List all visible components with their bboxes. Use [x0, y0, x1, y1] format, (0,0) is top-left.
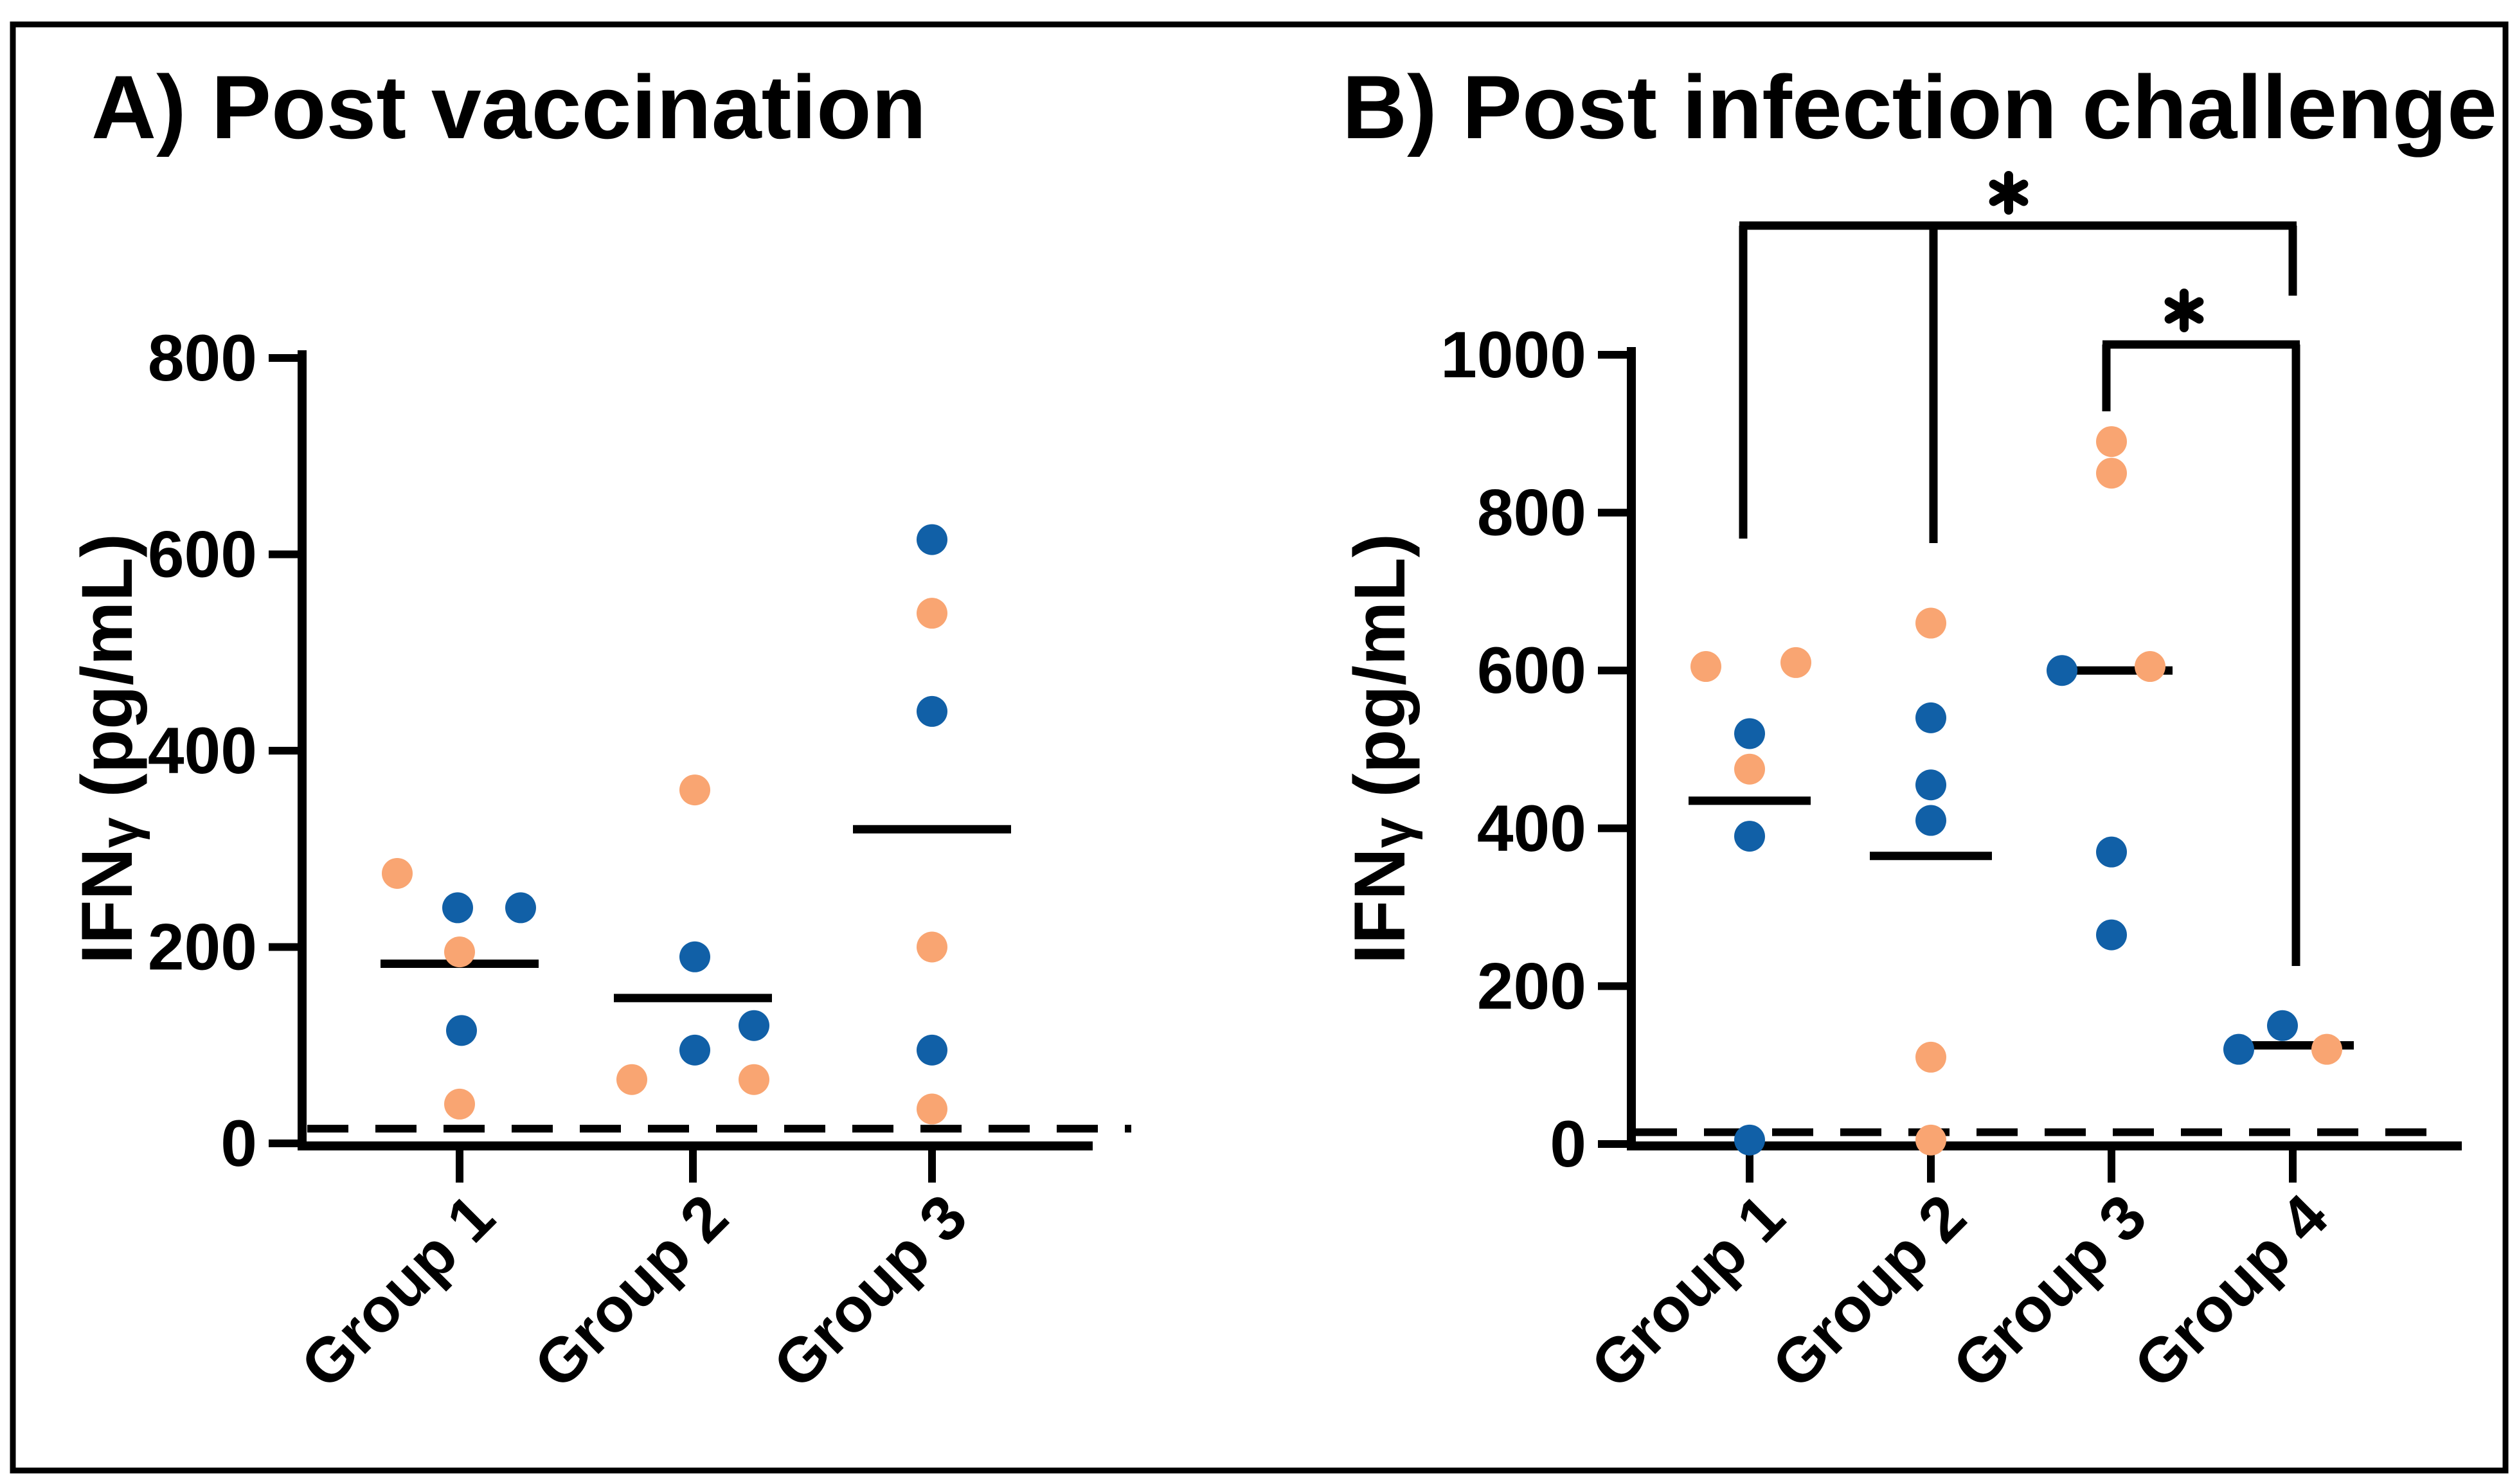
data-point-blue [1915, 769, 1946, 801]
data-point-orange [739, 1064, 769, 1095]
panel-a-plot: 0 200 400 600 800 Group 1 Group 2 Group 3 [148, 321, 1131, 1402]
data-point-blue [2267, 1010, 2298, 1041]
data-point-blue [917, 524, 947, 555]
x-group-label: Group 2 [520, 1181, 740, 1401]
panel-a-title: A) Post vaccination [91, 57, 926, 157]
data-point-blue [1915, 805, 1946, 836]
data-point-blue [1734, 718, 1765, 749]
x-group-label: Group 1 [1577, 1181, 1797, 1401]
data-point-orange [1690, 651, 1721, 683]
data-point-orange [616, 1064, 647, 1095]
x-group-label: Group 3 [759, 1181, 980, 1401]
data-point-blue [446, 1015, 477, 1046]
data-point-orange [1915, 607, 1946, 639]
data-point-orange [1734, 753, 1765, 785]
data-point-orange [444, 936, 475, 968]
data-point-blue [1734, 1124, 1765, 1156]
data-point-orange [917, 1093, 947, 1125]
data-point-blue [1915, 702, 1946, 733]
data-point-orange [2311, 1033, 2342, 1065]
data-point-orange [2135, 651, 2165, 683]
significance-bracket [2102, 289, 2300, 966]
significance-bracket [1739, 171, 2297, 543]
data-point-orange [917, 598, 947, 629]
data-point-blue [2223, 1033, 2254, 1065]
x-group-label: Group 4 [2120, 1181, 2340, 1401]
data-point-blue [2047, 655, 2077, 686]
data-point-orange [679, 774, 710, 806]
data-point-blue [917, 1034, 947, 1066]
significance-asterisk [1989, 171, 2029, 215]
y-tick-label: 400 [1477, 792, 1586, 865]
data-point-orange [2096, 458, 2127, 489]
y-tick-label: 600 [1477, 634, 1586, 707]
x-group-label: Group 2 [1758, 1181, 1978, 1401]
y-tick-label: 400 [148, 714, 257, 787]
y-tick-label: 200 [1477, 949, 1586, 1023]
y-tick-label: 0 [1550, 1107, 1586, 1181]
data-point-orange [1915, 1041, 1946, 1073]
data-point-blue [442, 892, 473, 924]
y-tick-label: 0 [220, 1107, 257, 1180]
panel-b-title: B) Post infection challenge [1342, 57, 2497, 157]
data-point-blue [2096, 836, 2127, 868]
data-point-orange [382, 857, 413, 889]
panel-a-y-axis-label: IFNγ (pg/mL) [67, 533, 150, 964]
y-tick-label: 800 [148, 321, 257, 395]
x-group-label: Group 1 [287, 1181, 507, 1401]
data-point-orange [1780, 647, 1811, 678]
y-tick-label: 600 [148, 518, 257, 591]
data-point-orange [917, 931, 947, 963]
significance-asterisk [2164, 289, 2204, 332]
data-point-blue [739, 1010, 769, 1041]
panel-b-y-axis-label: IFNγ (pg/mL) [1340, 533, 1423, 964]
data-point-orange [2096, 426, 2127, 458]
data-point-blue [679, 941, 710, 972]
data-point-blue [1734, 821, 1765, 852]
figure-border [10, 21, 2509, 1474]
y-tick-label: 800 [1477, 476, 1586, 550]
y-tick-label: 1000 [1440, 318, 1586, 391]
data-point-blue [505, 892, 536, 924]
data-point-blue [679, 1034, 710, 1066]
data-point-orange [444, 1088, 475, 1120]
data-point-blue [2096, 919, 2127, 951]
data-point-blue [917, 695, 947, 727]
y-tick-label: 200 [148, 911, 257, 984]
x-group-label: Group 3 [1939, 1181, 2159, 1401]
data-point-orange [1915, 1124, 1946, 1156]
